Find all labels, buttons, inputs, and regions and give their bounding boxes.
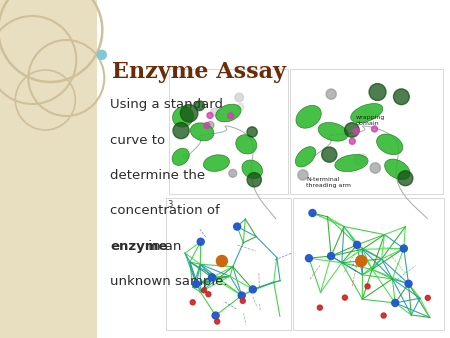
Ellipse shape <box>242 160 262 178</box>
Circle shape <box>193 281 200 288</box>
Circle shape <box>234 223 241 230</box>
Bar <box>293 198 444 330</box>
Circle shape <box>211 108 219 116</box>
Circle shape <box>195 101 204 111</box>
Ellipse shape <box>236 135 257 154</box>
Ellipse shape <box>172 148 189 165</box>
Circle shape <box>405 280 412 287</box>
Circle shape <box>238 292 245 299</box>
Circle shape <box>228 113 234 119</box>
Circle shape <box>372 126 378 132</box>
Text: 1: 1 <box>171 71 176 80</box>
Ellipse shape <box>351 103 383 123</box>
Circle shape <box>235 93 243 102</box>
Ellipse shape <box>190 123 214 141</box>
Text: in an: in an <box>144 240 182 253</box>
Circle shape <box>298 170 308 180</box>
Circle shape <box>97 50 106 59</box>
Circle shape <box>342 295 347 300</box>
Ellipse shape <box>203 155 230 171</box>
Text: N-terminal
threading arm: N-terminal threading arm <box>306 177 351 188</box>
Text: wrapping
domain: wrapping domain <box>356 115 385 126</box>
Circle shape <box>249 286 256 293</box>
Text: unknown sample.: unknown sample. <box>110 275 228 288</box>
Circle shape <box>326 89 336 99</box>
Text: 3: 3 <box>167 200 173 209</box>
Circle shape <box>240 298 245 303</box>
Circle shape <box>309 210 316 217</box>
Circle shape <box>400 245 407 252</box>
Ellipse shape <box>377 134 403 154</box>
Circle shape <box>381 313 386 318</box>
Circle shape <box>356 256 367 266</box>
Circle shape <box>190 300 195 305</box>
Circle shape <box>207 121 214 129</box>
Circle shape <box>353 128 359 134</box>
Circle shape <box>362 107 371 116</box>
Circle shape <box>173 123 189 139</box>
Ellipse shape <box>172 106 194 127</box>
Circle shape <box>425 295 430 300</box>
Text: Enzyme Assay: Enzyme Assay <box>112 61 286 83</box>
Ellipse shape <box>216 104 241 122</box>
Ellipse shape <box>335 154 368 172</box>
Circle shape <box>208 274 216 281</box>
Circle shape <box>247 173 261 187</box>
Circle shape <box>345 123 359 137</box>
Text: concentration of: concentration of <box>110 204 220 217</box>
Circle shape <box>202 288 207 293</box>
Circle shape <box>322 147 337 162</box>
Circle shape <box>354 241 360 248</box>
Text: determine the: determine the <box>110 169 205 182</box>
Circle shape <box>365 284 370 289</box>
Circle shape <box>370 163 380 173</box>
Circle shape <box>317 305 322 310</box>
Circle shape <box>183 153 189 159</box>
Circle shape <box>180 104 198 122</box>
Circle shape <box>328 252 334 260</box>
Circle shape <box>197 238 204 245</box>
Ellipse shape <box>318 122 348 141</box>
Text: Using a standard: Using a standard <box>110 98 223 111</box>
Ellipse shape <box>385 159 410 179</box>
Circle shape <box>204 122 210 128</box>
Circle shape <box>392 299 399 307</box>
Circle shape <box>207 112 213 118</box>
Ellipse shape <box>295 147 316 167</box>
Circle shape <box>237 103 244 111</box>
Circle shape <box>354 154 365 165</box>
Circle shape <box>212 312 219 319</box>
Ellipse shape <box>296 105 321 128</box>
Bar <box>166 198 291 330</box>
Circle shape <box>216 256 227 266</box>
Circle shape <box>360 154 367 161</box>
Circle shape <box>398 171 413 186</box>
Bar <box>290 69 443 194</box>
Bar <box>0 0 97 338</box>
Circle shape <box>349 138 356 144</box>
Text: curve to: curve to <box>110 134 166 146</box>
Circle shape <box>206 292 211 297</box>
Circle shape <box>369 83 386 100</box>
Circle shape <box>215 319 220 324</box>
Circle shape <box>393 89 409 105</box>
Circle shape <box>247 127 257 137</box>
Circle shape <box>229 169 237 177</box>
Bar <box>169 69 288 194</box>
Circle shape <box>306 255 312 262</box>
Text: enzyme: enzyme <box>110 240 168 253</box>
